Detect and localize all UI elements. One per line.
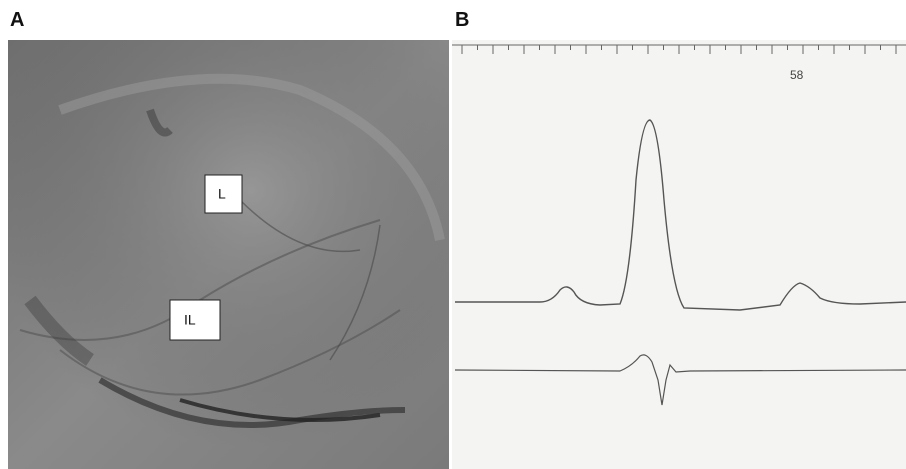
annotation-label: L — [218, 186, 226, 202]
ecg-marker: 58 — [790, 68, 804, 82]
annotation-box — [169, 299, 221, 341]
annotation-box — [204, 174, 243, 214]
panel-label: B — [455, 9, 469, 31]
panel-label: A — [10, 9, 24, 31]
ecg-trace — [455, 119, 906, 311]
annotation-label: IL — [184, 312, 196, 328]
ecg-panel — [452, 40, 906, 469]
angiogram — [8, 40, 449, 469]
ecg-trace — [454, 354, 906, 406]
